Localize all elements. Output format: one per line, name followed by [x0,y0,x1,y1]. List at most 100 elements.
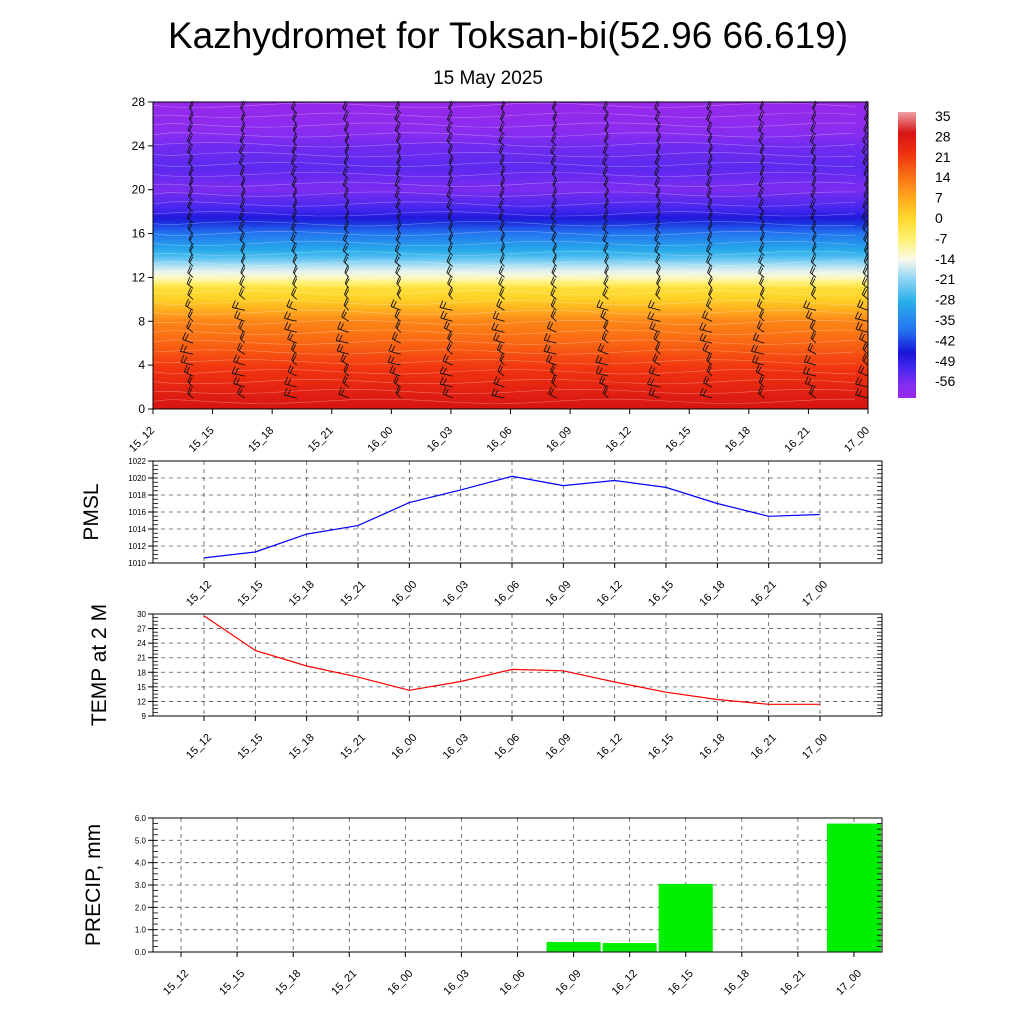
colorbar-label: 14 [935,169,951,185]
x-tick-label: 16_00 [389,579,419,609]
y-tick-label: 27 [137,625,146,634]
contour-line [152,260,856,266]
wind-barb [446,188,453,202]
wind-barb [498,144,505,158]
wind-barb [757,188,765,202]
contour-line [152,329,855,335]
wind-barb [335,333,349,344]
wind-barb [706,232,713,245]
wind-barb [706,243,713,256]
wind-barb [857,299,869,311]
wind-barb [756,298,765,311]
contour-line [152,339,856,345]
x-tick-label: 15_18 [273,968,303,998]
wind-barb [703,375,713,388]
wind-barb [655,287,661,300]
y-tick-label: 1022 [128,457,146,466]
wind-barb [549,364,557,377]
colorbar-label: -56 [935,373,955,389]
x-tick-label: 15_12 [127,425,157,455]
wind-barb [239,133,246,147]
wind-barb [759,232,765,245]
wind-barb [550,144,557,158]
wind-barb [758,133,765,147]
wind-barb [498,122,505,136]
y-tick-label: 15 [137,683,146,692]
wind-barb [751,354,765,366]
y-tick-label: 30 [137,610,146,619]
wind-barb [239,331,246,344]
wind-barb [188,166,194,180]
wind-barb [706,353,713,366]
x-tick-label: 16_06 [492,732,522,762]
wind-barb [396,276,402,289]
wind-barb [283,311,297,322]
wind-barb [551,166,557,180]
wind-barb [656,133,662,147]
wind-barb [863,122,869,136]
temp-line [203,615,820,705]
wind-barb [187,265,194,278]
wind-barb [809,320,817,333]
wind-barb [396,210,402,223]
wind-barb [803,354,817,366]
contour-line [152,142,856,148]
x-tick-label: 15_21 [338,579,368,609]
wind-barb [292,254,298,267]
wind-barb [755,364,765,377]
wind-barb [344,133,350,147]
wind-barb [344,144,350,158]
colorbar: 35 28 21 14 7 0 -7 -14 -21 -28 -35 -42 -49 -56 [898,108,955,398]
precip-bar [658,883,713,952]
wind-barb [551,232,557,245]
y-tick-label: 9 [142,712,147,721]
wind-barb [188,232,194,245]
wind-barb [757,122,765,136]
wind-barb [237,386,246,399]
x-tick-label: 15_15 [187,425,217,455]
wind-barb [291,177,298,191]
wind-barb [759,210,765,223]
wind-barb [550,210,557,223]
wind-barb [395,385,402,399]
wind-barb [655,144,661,158]
wind-barb [491,388,505,399]
wind-barb [240,265,246,278]
wind-barb [292,276,298,289]
x-tick-label: 16_15 [666,968,696,998]
wind-barb [187,309,194,322]
contour-line [152,191,856,197]
wind-barb [342,166,350,180]
wind-barb [238,210,246,223]
wind-barb [602,221,609,234]
wind-barb [284,376,297,388]
contour-line [152,290,856,296]
wind-barb [811,232,817,245]
colorbar-label: -49 [935,353,955,369]
chart-title: Kazhydromet for Toksan-bi(52.96 66.619) [168,15,848,56]
wind-barb [863,166,869,180]
wind-barb [343,155,350,169]
y-tick-label: 18 [137,668,146,677]
wind-barb [186,210,194,223]
wind-barb [699,322,713,333]
wind-barb [602,232,609,245]
wind-barb [552,188,558,201]
x-tick-label: 16_09 [544,425,574,455]
y-tick-label: 0.0 [135,948,147,957]
colorbar-scale [898,112,916,398]
wind-barb [699,387,713,399]
wind-barb [802,366,817,377]
wind-barbs [179,100,869,399]
wind-barb [447,331,453,344]
wind-barb [758,177,765,191]
wind-barb [395,199,402,212]
wind-barb [180,354,194,366]
wind-barb [654,221,661,234]
wind-barb [187,188,194,202]
wind-barb [499,353,505,366]
wind-barb [291,210,298,223]
wind-barb [498,265,505,278]
y-tick-label: 12 [137,697,146,706]
wind-barb [708,276,713,289]
